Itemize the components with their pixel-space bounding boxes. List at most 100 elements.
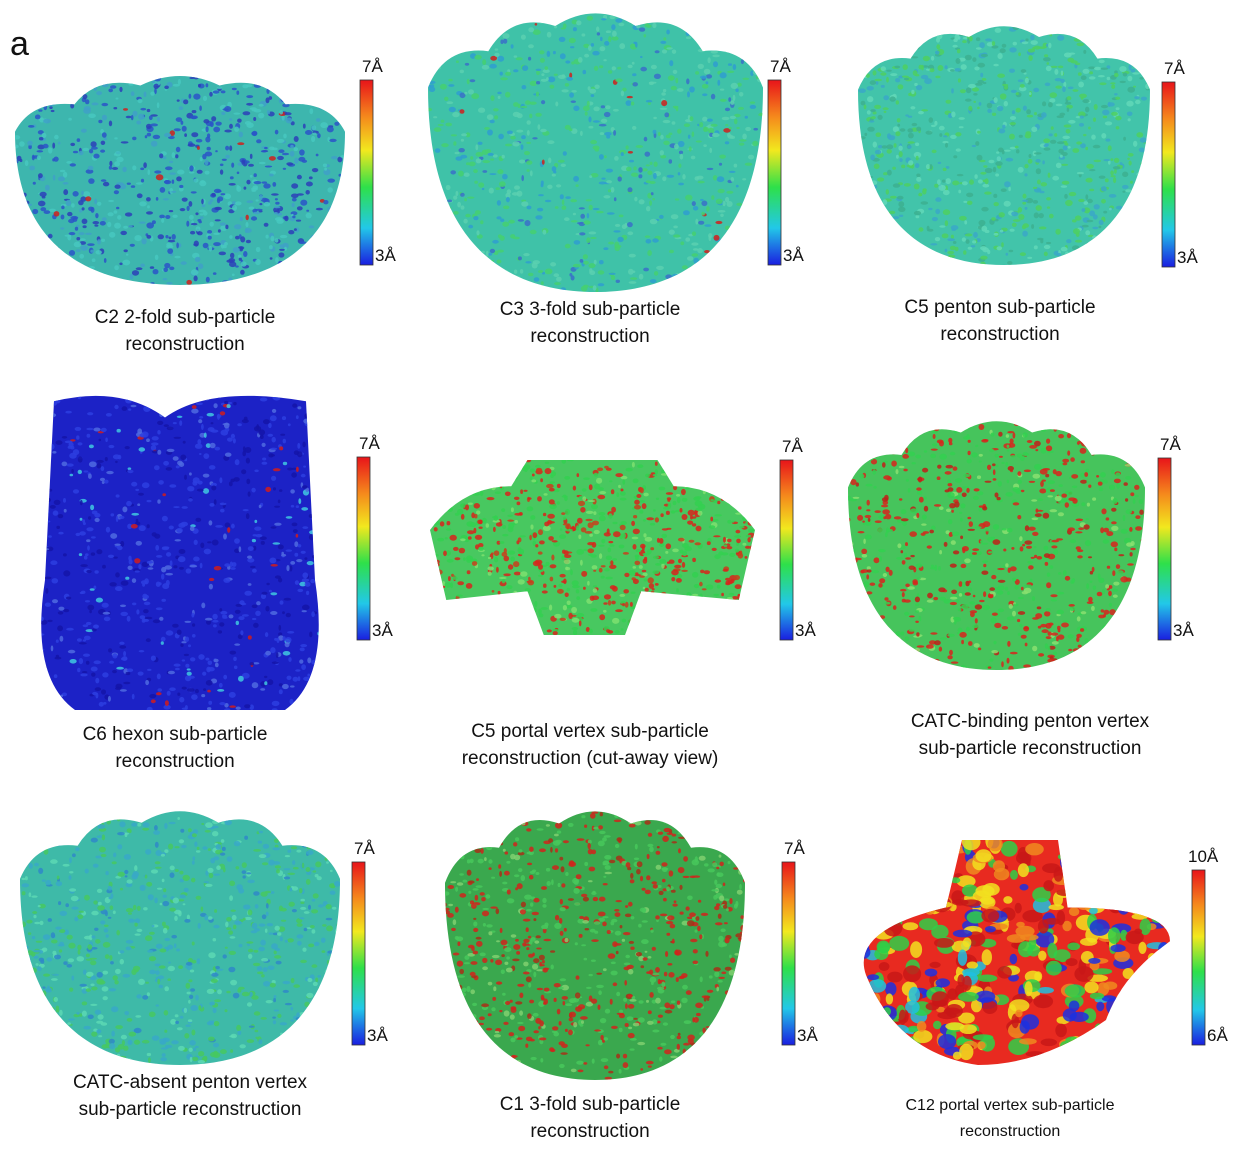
- texture-dot: [291, 505, 294, 508]
- texture-dot: [33, 654, 38, 657]
- texture-dot: [892, 167, 896, 170]
- texture-dot: [533, 532, 538, 538]
- texture-dot: [980, 261, 986, 267]
- texture-dot: [948, 487, 954, 492]
- texture-dot: [233, 247, 240, 253]
- texture-dot: [963, 250, 966, 255]
- texture-dot: [310, 451, 316, 457]
- texture-dot: [40, 522, 46, 527]
- texture-dot: [291, 389, 297, 392]
- texture-dot: [519, 549, 524, 555]
- texture-dot: [752, 141, 758, 146]
- texture-dot: [33, 182, 36, 185]
- texture-dot: [933, 421, 936, 424]
- texture-dot: [78, 271, 81, 274]
- texture-dot: [673, 70, 678, 74]
- texture-dot: [1015, 585, 1019, 590]
- texture-dot: [654, 602, 661, 607]
- texture-dot: [680, 626, 687, 630]
- texture-dot: [1078, 72, 1082, 76]
- texture-dot: [460, 109, 465, 114]
- texture-dot: [613, 230, 620, 232]
- texture-dot: [976, 47, 982, 49]
- texture-dot: [523, 253, 529, 256]
- texture-dot: [667, 562, 670, 564]
- texture-dot: [1129, 50, 1134, 55]
- texture-dot: [875, 633, 883, 637]
- texture-dot: [576, 20, 581, 25]
- texture-dot: [68, 271, 75, 275]
- texture-dot: [608, 242, 614, 245]
- texture-dot: [157, 674, 161, 680]
- texture-dot: [145, 680, 149, 685]
- texture-dot: [339, 174, 342, 177]
- texture-dot: [598, 512, 605, 516]
- texture-dot: [42, 251, 48, 255]
- texture-dot: [254, 173, 257, 177]
- texture-dot: [238, 77, 243, 82]
- caption-line: reconstruction (cut-away view): [462, 748, 719, 769]
- texture-dot: [966, 193, 973, 198]
- texture-dot: [1044, 144, 1048, 147]
- texture-dot: [41, 527, 44, 530]
- texture-dot: [1113, 582, 1119, 586]
- texture-dot: [597, 32, 600, 35]
- texture-dot: [487, 619, 493, 622]
- texture-dot: [175, 154, 178, 158]
- texture-dot: [464, 92, 467, 95]
- texture-dot: [496, 601, 501, 604]
- texture-dot: [131, 115, 134, 120]
- texture-dot: [748, 614, 753, 616]
- texture-dot: [677, 88, 684, 92]
- texture-dot: [502, 579, 505, 583]
- texture-dot: [875, 150, 881, 155]
- texture-dot: [879, 578, 885, 583]
- texture-dot: [460, 538, 466, 541]
- texture-dot: [448, 608, 451, 611]
- texture-dot: [224, 423, 230, 429]
- texture-dot: [593, 107, 599, 112]
- texture-dot: [731, 83, 738, 89]
- texture-dot: [278, 273, 281, 276]
- texture-dot: [1074, 38, 1082, 42]
- texture-dot: [524, 151, 530, 155]
- texture-dot: [156, 197, 159, 201]
- texture-dot: [601, 576, 605, 579]
- texture-dot: [633, 10, 638, 14]
- texture-dot: [122, 656, 127, 661]
- texture-dot: [184, 133, 187, 137]
- map-panel: 7Å3ÅC3 3-fold sub-particlereconstruction: [426, 9, 805, 347]
- texture-dot: [285, 276, 289, 280]
- texture-dot: [1044, 252, 1048, 257]
- texture-dot: [214, 499, 217, 505]
- texture-dot: [437, 468, 442, 474]
- texture-dot: [1116, 206, 1123, 210]
- texture-dot: [1099, 176, 1106, 179]
- texture-dot: [703, 490, 706, 494]
- texture-dot: [998, 53, 1003, 59]
- texture-dot: [1113, 242, 1120, 246]
- texture-dot: [264, 676, 267, 678]
- texture-dot: [314, 236, 321, 239]
- texture-dot: [531, 607, 537, 612]
- texture-dot: [867, 127, 875, 132]
- texture-dot: [247, 558, 254, 563]
- texture-dot: [645, 23, 650, 27]
- texture-dot: [292, 203, 295, 207]
- texture-dot: [485, 482, 492, 488]
- texture-dot: [434, 476, 440, 481]
- texture-dot: [86, 527, 93, 531]
- texture-dot: [998, 481, 1002, 487]
- texture-dot: [1115, 97, 1120, 100]
- texture-dot: [1015, 146, 1019, 149]
- texture-dot: [696, 479, 703, 484]
- texture-dot: [63, 553, 67, 556]
- texture-dot: [219, 608, 222, 611]
- texture-dot: [538, 529, 543, 535]
- colorbar: [1162, 82, 1175, 267]
- texture-dot: [966, 239, 970, 244]
- texture-dot: [1031, 40, 1038, 45]
- texture-dot: [438, 63, 442, 65]
- texture-dot: [709, 148, 712, 153]
- texture-dot: [696, 140, 702, 142]
